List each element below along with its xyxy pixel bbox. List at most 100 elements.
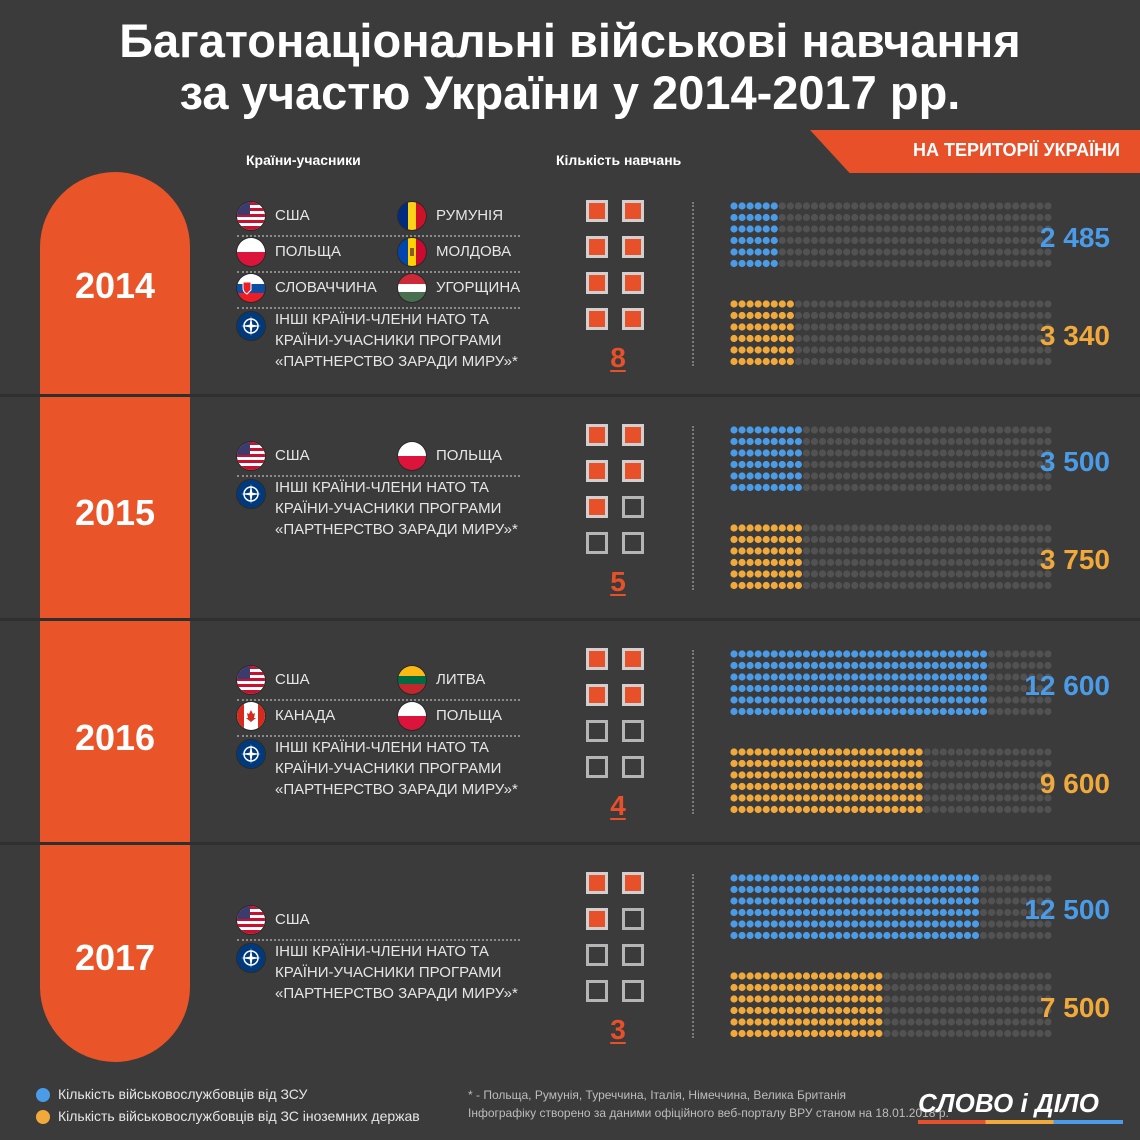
- empty-dot: [851, 202, 859, 210]
- empty-dot: [915, 311, 923, 320]
- empty-dot: [939, 558, 947, 567]
- value-dot: [730, 673, 738, 681]
- value-dot: [746, 874, 754, 882]
- empty-dot: [1036, 300, 1044, 308]
- row-separator: [0, 842, 1140, 845]
- empty-dot: [923, 472, 931, 480]
- value-dot: [762, 707, 770, 716]
- value-dot: [851, 874, 859, 882]
- empty-dot: [947, 524, 955, 532]
- empty-dot: [996, 1029, 1004, 1038]
- value-dot: [931, 661, 939, 670]
- empty-dot: [971, 771, 980, 779]
- empty-dot: [915, 1006, 923, 1015]
- empty-dot: [939, 972, 947, 980]
- empty-dot: [891, 581, 899, 590]
- empty-dot: [907, 983, 915, 992]
- value-dot: [867, 782, 875, 791]
- empty-dot: [1020, 449, 1028, 457]
- empty-dot: [827, 547, 835, 555]
- value-dot: [851, 707, 859, 716]
- empty-dot: [979, 472, 988, 480]
- exercise-square-empty: [586, 944, 608, 966]
- empty-dot: [979, 357, 988, 366]
- nato-partners-text: «ПАРТНЕРСТВО ЗАРАДИ МИРУ»*: [275, 353, 518, 370]
- empty-dot: [1028, 236, 1036, 245]
- value-dot: [955, 920, 963, 928]
- value-dot: [931, 931, 939, 940]
- empty-dot: [1036, 437, 1044, 446]
- empty-dot: [996, 885, 1004, 894]
- empty-dot: [996, 437, 1004, 446]
- value-dot: [786, 535, 794, 544]
- empty-dot: [947, 581, 955, 590]
- empty-dot: [963, 248, 972, 256]
- empty-dot: [1020, 908, 1028, 917]
- empty-dot: [835, 472, 843, 480]
- value-dot: [762, 558, 770, 567]
- empty-dot: [891, 983, 899, 992]
- empty-dot: [1012, 931, 1020, 940]
- territory-banner: НА ТЕРИТОРІЇ УКРАЇНИ: [810, 130, 1140, 173]
- value-dot: [810, 759, 819, 768]
- empty-dot: [931, 782, 939, 791]
- value-dot: [827, 995, 835, 1003]
- empty-dot: [1012, 983, 1020, 992]
- empty-dot: [988, 1006, 996, 1015]
- country-name: СЛОВАЧЧИНА: [275, 279, 377, 296]
- value-dot: [802, 920, 811, 928]
- empty-dot: [875, 547, 883, 555]
- empty-dot: [963, 346, 972, 354]
- value-dot: [738, 874, 746, 882]
- value-dot: [810, 874, 819, 882]
- empty-dot: [827, 449, 835, 457]
- empty-dot: [915, 570, 923, 578]
- value-dot: [979, 707, 988, 716]
- empty-dot: [1020, 920, 1028, 928]
- value-dot: [786, 759, 794, 768]
- empty-dot: [818, 225, 827, 233]
- empty-dot: [1004, 570, 1012, 578]
- empty-dot: [899, 426, 907, 434]
- empty-dot: [1036, 920, 1044, 928]
- empty-dot: [843, 460, 851, 469]
- empty-dot: [963, 202, 972, 210]
- value-dot: [891, 684, 899, 693]
- value-dot: [883, 661, 891, 670]
- value-dot: [843, 983, 851, 992]
- value-dot: [746, 323, 754, 331]
- empty-dot: [818, 300, 827, 308]
- empty-dot: [883, 426, 891, 434]
- empty-dot: [835, 570, 843, 578]
- empty-dot: [907, 437, 915, 446]
- value-dot: [810, 972, 819, 980]
- empty-dot: [843, 236, 851, 245]
- value-dot: [770, 426, 778, 434]
- empty-dot: [979, 782, 988, 791]
- empty-dot: [810, 236, 819, 245]
- empty-dot: [1044, 759, 1052, 768]
- value-dot: [923, 707, 931, 716]
- value-dot: [923, 885, 931, 894]
- empty-dot: [867, 449, 875, 457]
- empty-dot: [827, 483, 835, 492]
- footnote-countries: * - Польща, Румунія, Туреччина, Італія, …: [468, 1088, 847, 1102]
- exercises-header: Кількість навчань: [556, 152, 682, 168]
- empty-dot: [1020, 805, 1028, 814]
- value-dot: [875, 1018, 883, 1026]
- value-dot: [746, 334, 754, 343]
- value-dot: [899, 805, 907, 814]
- empty-dot: [939, 535, 947, 544]
- empty-dot: [979, 311, 988, 320]
- value-dot: [770, 311, 778, 320]
- value-dot: [770, 908, 778, 917]
- value-dot: [875, 972, 883, 980]
- empty-dot: [843, 323, 851, 331]
- empty-dot: [971, 1018, 980, 1026]
- empty-dot: [1020, 472, 1028, 480]
- value-dot: [770, 920, 778, 928]
- empty-dot: [1036, 1006, 1044, 1015]
- empty-dot: [939, 794, 947, 802]
- empty-dot: [835, 483, 843, 492]
- empty-dot: [1028, 983, 1036, 992]
